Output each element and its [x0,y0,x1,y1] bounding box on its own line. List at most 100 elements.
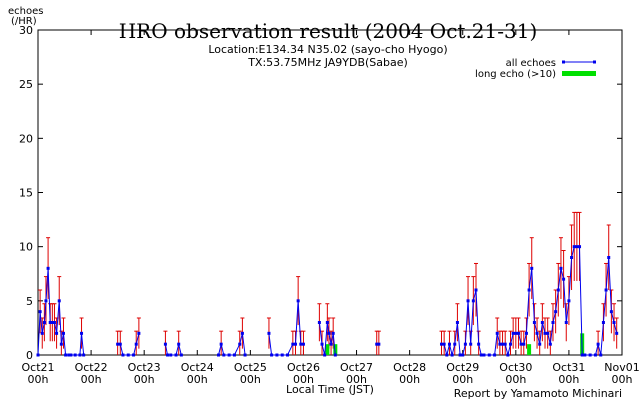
legend-all-echoes-marker-right [593,60,596,64]
data-point [556,288,560,292]
data-point [333,353,337,357]
data-point [40,331,44,335]
data-point [317,321,321,324]
x-tick-label: Oct24 [181,361,214,374]
data-point [134,342,138,346]
data-point [516,331,520,335]
data-point [487,353,491,357]
data-point [301,342,305,346]
all-echoes-line [218,333,246,356]
data-point [375,342,379,346]
x-tick-label: Oct31 [552,361,585,374]
data-point [455,321,459,324]
data-point [503,342,507,346]
data-point [535,331,539,335]
y-tick-label: 15 [19,187,33,200]
x-tick-label-hour: 00h [240,373,261,386]
data-point [55,331,59,335]
subtitle-tx: TX:53.75MHz JA9YDB(Sabae) [247,56,408,69]
x-tick-label: Oct29 [446,361,479,374]
data-point [519,342,523,346]
data-point [524,331,528,335]
data-point [232,353,236,357]
data-point [132,353,136,357]
data-point [166,353,170,357]
data-point [607,256,611,259]
data-point [442,342,446,346]
data-point [177,342,181,346]
data-point [479,353,483,357]
x-tick-label-hour: 00h [81,373,102,386]
data-point [471,299,475,303]
data-point [377,342,381,346]
data-point [578,245,582,249]
data-point [482,353,486,357]
data-point [532,321,536,324]
data-point [564,321,568,324]
data-point [474,288,478,292]
data-point [293,342,297,346]
data-point [593,353,597,357]
legend-long-echo-label: long echo (>10) [475,69,556,80]
data-point [222,353,226,357]
data-point [48,321,52,324]
x-tick-label: Oct21 [21,361,54,374]
data-point [559,266,563,270]
data-point [551,321,555,324]
data-point [174,353,178,357]
data-point [612,321,616,324]
chart-title: HRO observation result (2004 Oct.21-31) [119,19,538,43]
subtitle-location: Location:E134.34 N35.02 (sayo-cho Hyogo) [208,43,447,56]
data-point [453,342,457,346]
data-point [291,342,295,346]
legend-long-echo-swatch [562,71,596,76]
y-axis-label-line1: echoes [8,6,43,17]
data-point [267,331,271,335]
data-point [580,353,584,357]
y-tick-label: 30 [19,24,33,37]
data-point [59,342,63,346]
long-echo-bar [325,344,330,355]
data-point [562,277,566,281]
data-point [227,353,231,357]
x-tick-label-hour: 00h [134,373,155,386]
data-point [327,331,331,335]
data-point [458,353,462,357]
y-tick-label: 25 [19,78,33,91]
data-point [469,342,473,346]
data-point [554,310,558,314]
data-point [546,331,550,335]
x-tick-label-hour: 00h [28,373,49,386]
data-point [57,299,61,303]
data-point [572,245,576,249]
data-point [609,310,613,314]
data-point [299,342,303,346]
data-point [61,331,65,335]
data-point [498,342,502,346]
y-tick-label: 20 [19,132,33,145]
data-point [570,256,574,259]
data-point [514,331,518,335]
data-point [445,353,449,357]
data-point [596,342,600,346]
data-point [588,353,592,357]
data-point [575,245,579,249]
x-tick-label-hour: 00h [505,373,526,386]
data-point [615,331,619,335]
data-point [217,353,221,357]
data-point [67,353,71,357]
data-point [275,353,279,357]
data-point [538,342,542,346]
data-point [38,310,42,314]
x-tick-label: Oct27 [340,361,373,374]
data-point [323,353,327,357]
data-point [583,353,587,357]
data-point [530,266,534,270]
data-point [495,331,499,335]
all-echoes-line [318,322,336,356]
data-point [280,353,284,357]
long-echo-bar [527,344,532,355]
data-point [329,342,333,346]
data-point [64,353,68,357]
credit-text: Report by Yamamoto Michinari [454,387,622,400]
